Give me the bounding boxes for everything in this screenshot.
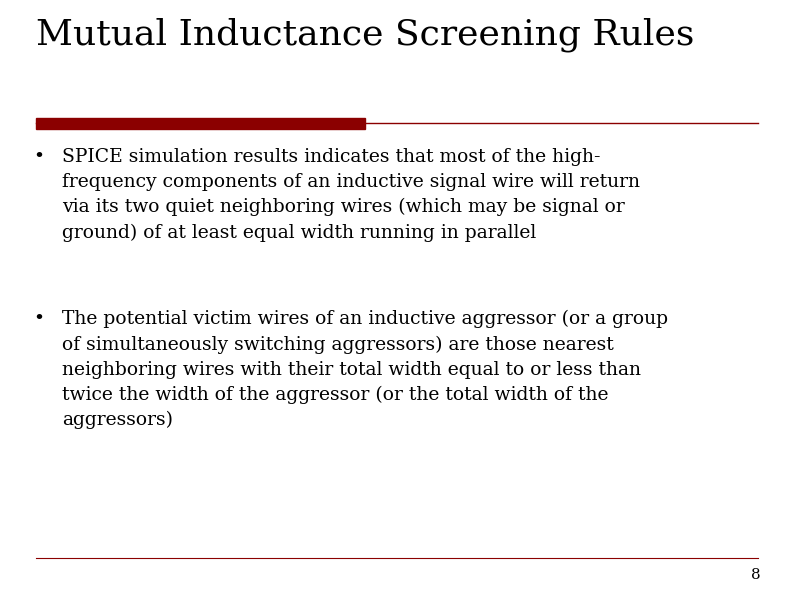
Text: 8: 8: [751, 568, 761, 582]
Text: The potential victim wires of an inductive aggressor (or a group
of simultaneous: The potential victim wires of an inducti…: [62, 310, 668, 430]
Bar: [36, 118, 365, 129]
Text: •: •: [33, 148, 44, 166]
Text: SPICE simulation results indicates that most of the high-
frequency components o: SPICE simulation results indicates that …: [62, 148, 640, 242]
Text: •: •: [33, 310, 44, 328]
Text: Mutual Inductance Screening Rules: Mutual Inductance Screening Rules: [36, 18, 694, 52]
